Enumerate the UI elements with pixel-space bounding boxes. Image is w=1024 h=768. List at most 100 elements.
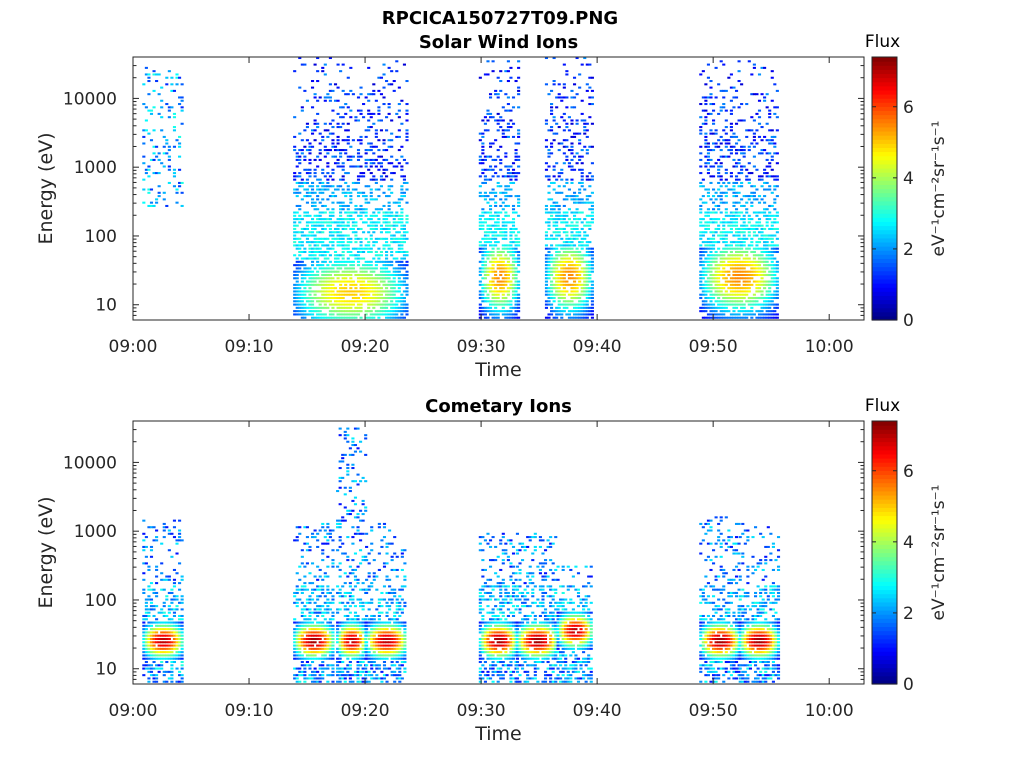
spectrogram-cell [180,601,184,604]
spectrogram-cell [318,96,322,99]
spectrogram-cell [745,254,749,257]
spectrogram-cell [504,185,508,188]
spectrogram-cell [367,277,371,280]
colorbar-segment [872,77,897,83]
spectrogram-cell [506,270,510,273]
spectrogram-cell [152,651,156,654]
spectrogram-cell [565,181,569,184]
spectrogram-cell [709,283,713,286]
spectrogram-cell [318,158,322,161]
spectrogram-cell [344,204,348,207]
spectrogram-cell [144,664,148,667]
spectrogram-cell [704,306,708,309]
spectrogram-cell [392,267,396,270]
spectrogram-cell [303,303,307,306]
spectrogram-cell [341,254,345,257]
spectrogram-cell [331,109,335,112]
spectrogram-cell [180,96,184,99]
spectrogram-cell [750,270,754,273]
spectrogram-cell [511,162,516,165]
spectrogram-cell [742,280,746,283]
spectrogram-cell [395,290,399,293]
spectrogram-cell [295,260,299,263]
spectrogram-cell [155,641,159,644]
spectrogram-cell [316,244,320,247]
spectrogram-cell [499,231,503,234]
spectrogram-cell [572,191,577,194]
spectrogram-cell [509,254,513,257]
spectrogram-cell [180,109,184,112]
spectrogram-cell [318,316,322,319]
spectrogram-cell [300,621,304,624]
spectrogram-cell [303,680,307,683]
spectrogram-cell [575,119,579,122]
spectrogram-cell [372,244,376,247]
spectrogram-cell [142,588,146,591]
spectrogram-cell [732,293,736,296]
spectrogram-cell [552,224,556,227]
spectrogram-cell [478,158,482,161]
spectrogram-cell [719,283,723,286]
spectrogram-cell [142,657,146,660]
spectrogram-cell [356,195,361,198]
spectrogram-cell [339,300,343,303]
spectrogram-cell [483,300,487,303]
spectrogram-cell [313,234,317,237]
spectrogram-cell [701,178,705,181]
spectrogram-cell [162,152,166,155]
spectrogram-cell [316,647,320,650]
spectrogram-cell [390,290,394,293]
spectrogram-cell [501,267,505,270]
spectrogram-cell [588,63,592,66]
spectrogram-cell [747,145,751,148]
spectrogram-cell [555,250,559,254]
spectrogram-cell [344,300,348,303]
spectrogram-cell [387,273,391,277]
spectrogram-cell [405,270,409,273]
spectrogram-cell [481,247,485,250]
spectrogram-cell [351,280,355,283]
colorbar-segment [872,118,897,124]
spectrogram-cell [300,637,304,641]
spectrogram-cell [172,608,177,611]
spectrogram-cell [336,142,340,145]
spectrogram-cell [763,195,767,198]
spectrogram-cell [144,545,148,548]
spectrogram-cell [699,204,703,207]
spectrogram-cell [711,296,716,300]
spectrogram-cell [303,63,307,66]
spectrogram-cell [372,293,376,296]
spectrogram-cell [295,155,299,158]
spectrogram-cell [729,126,733,129]
spectrogram-cell [517,287,521,290]
spectrogram-cell [339,178,343,181]
spectrogram-cell [506,316,510,319]
spectrogram-cell [359,208,363,211]
spectrogram-cell [377,237,381,240]
spectrogram-cell [560,247,564,250]
colorbar-segment [872,266,897,272]
spectrogram-cell [486,287,490,290]
spectrogram-cell [699,126,703,129]
spectrogram-cell [377,316,381,319]
spectrogram-cell [580,244,584,247]
colorbar-segment [872,147,897,153]
spectrogram-cell [323,254,327,257]
colorbar-segment [872,102,897,107]
spectrogram-cell [499,158,503,161]
spectrogram-cell [142,83,146,86]
spectrogram-cell [293,135,297,138]
spectrogram-cell [367,250,371,254]
spectrogram-cell [701,283,705,286]
spectrogram-cell [583,234,587,237]
spectrogram-cell [560,178,564,181]
spectrogram-cell [768,162,772,165]
spectrogram-cell [750,306,754,309]
spectrogram-cell [356,178,361,181]
spectrogram-cell [567,208,571,211]
spectrogram-cell [178,536,182,539]
spectrogram-cell [544,244,549,247]
spectrogram-cell [175,634,179,637]
spectrogram-cell [737,211,741,214]
spectrogram-cell [583,300,587,303]
